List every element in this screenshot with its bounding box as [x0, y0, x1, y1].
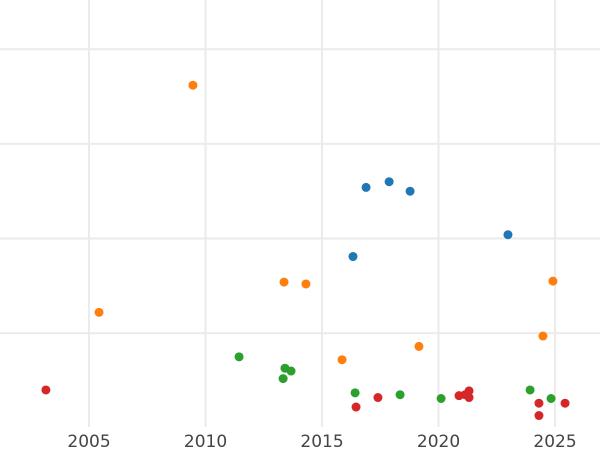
data-point [503, 230, 513, 240]
data-point [348, 252, 358, 262]
x-tick-label: 2020 [417, 432, 460, 450]
x-tick-label: 2010 [184, 432, 227, 450]
data-point [94, 307, 104, 317]
data-point [278, 374, 288, 384]
data-point [534, 411, 544, 421]
data-point [464, 386, 474, 396]
data-point [234, 352, 244, 362]
data-point [464, 393, 474, 403]
x-tick-label: 2015 [300, 432, 343, 450]
data-point [546, 393, 556, 403]
data-point [560, 398, 570, 408]
data-point [395, 390, 405, 400]
data-point [337, 355, 347, 365]
grid [0, 0, 600, 427]
data-points [41, 80, 570, 421]
data-point [361, 182, 371, 192]
data-point [350, 388, 360, 398]
data-point [41, 385, 51, 395]
data-point [414, 341, 424, 351]
data-point [525, 385, 535, 395]
data-point [188, 80, 198, 90]
data-point [436, 393, 446, 403]
data-point [384, 177, 394, 187]
data-point [373, 393, 383, 403]
data-point [405, 186, 415, 196]
data-point [279, 277, 289, 287]
x-axis-ticks: 2005 2010 2015 2020 2025 [67, 432, 576, 450]
x-tick-label: 2025 [533, 432, 576, 450]
data-point [538, 331, 548, 341]
data-point [351, 402, 361, 412]
data-point [548, 276, 558, 286]
data-point [301, 279, 311, 289]
data-point [286, 366, 296, 376]
x-tick-label: 2005 [67, 432, 110, 450]
data-point [534, 398, 544, 408]
